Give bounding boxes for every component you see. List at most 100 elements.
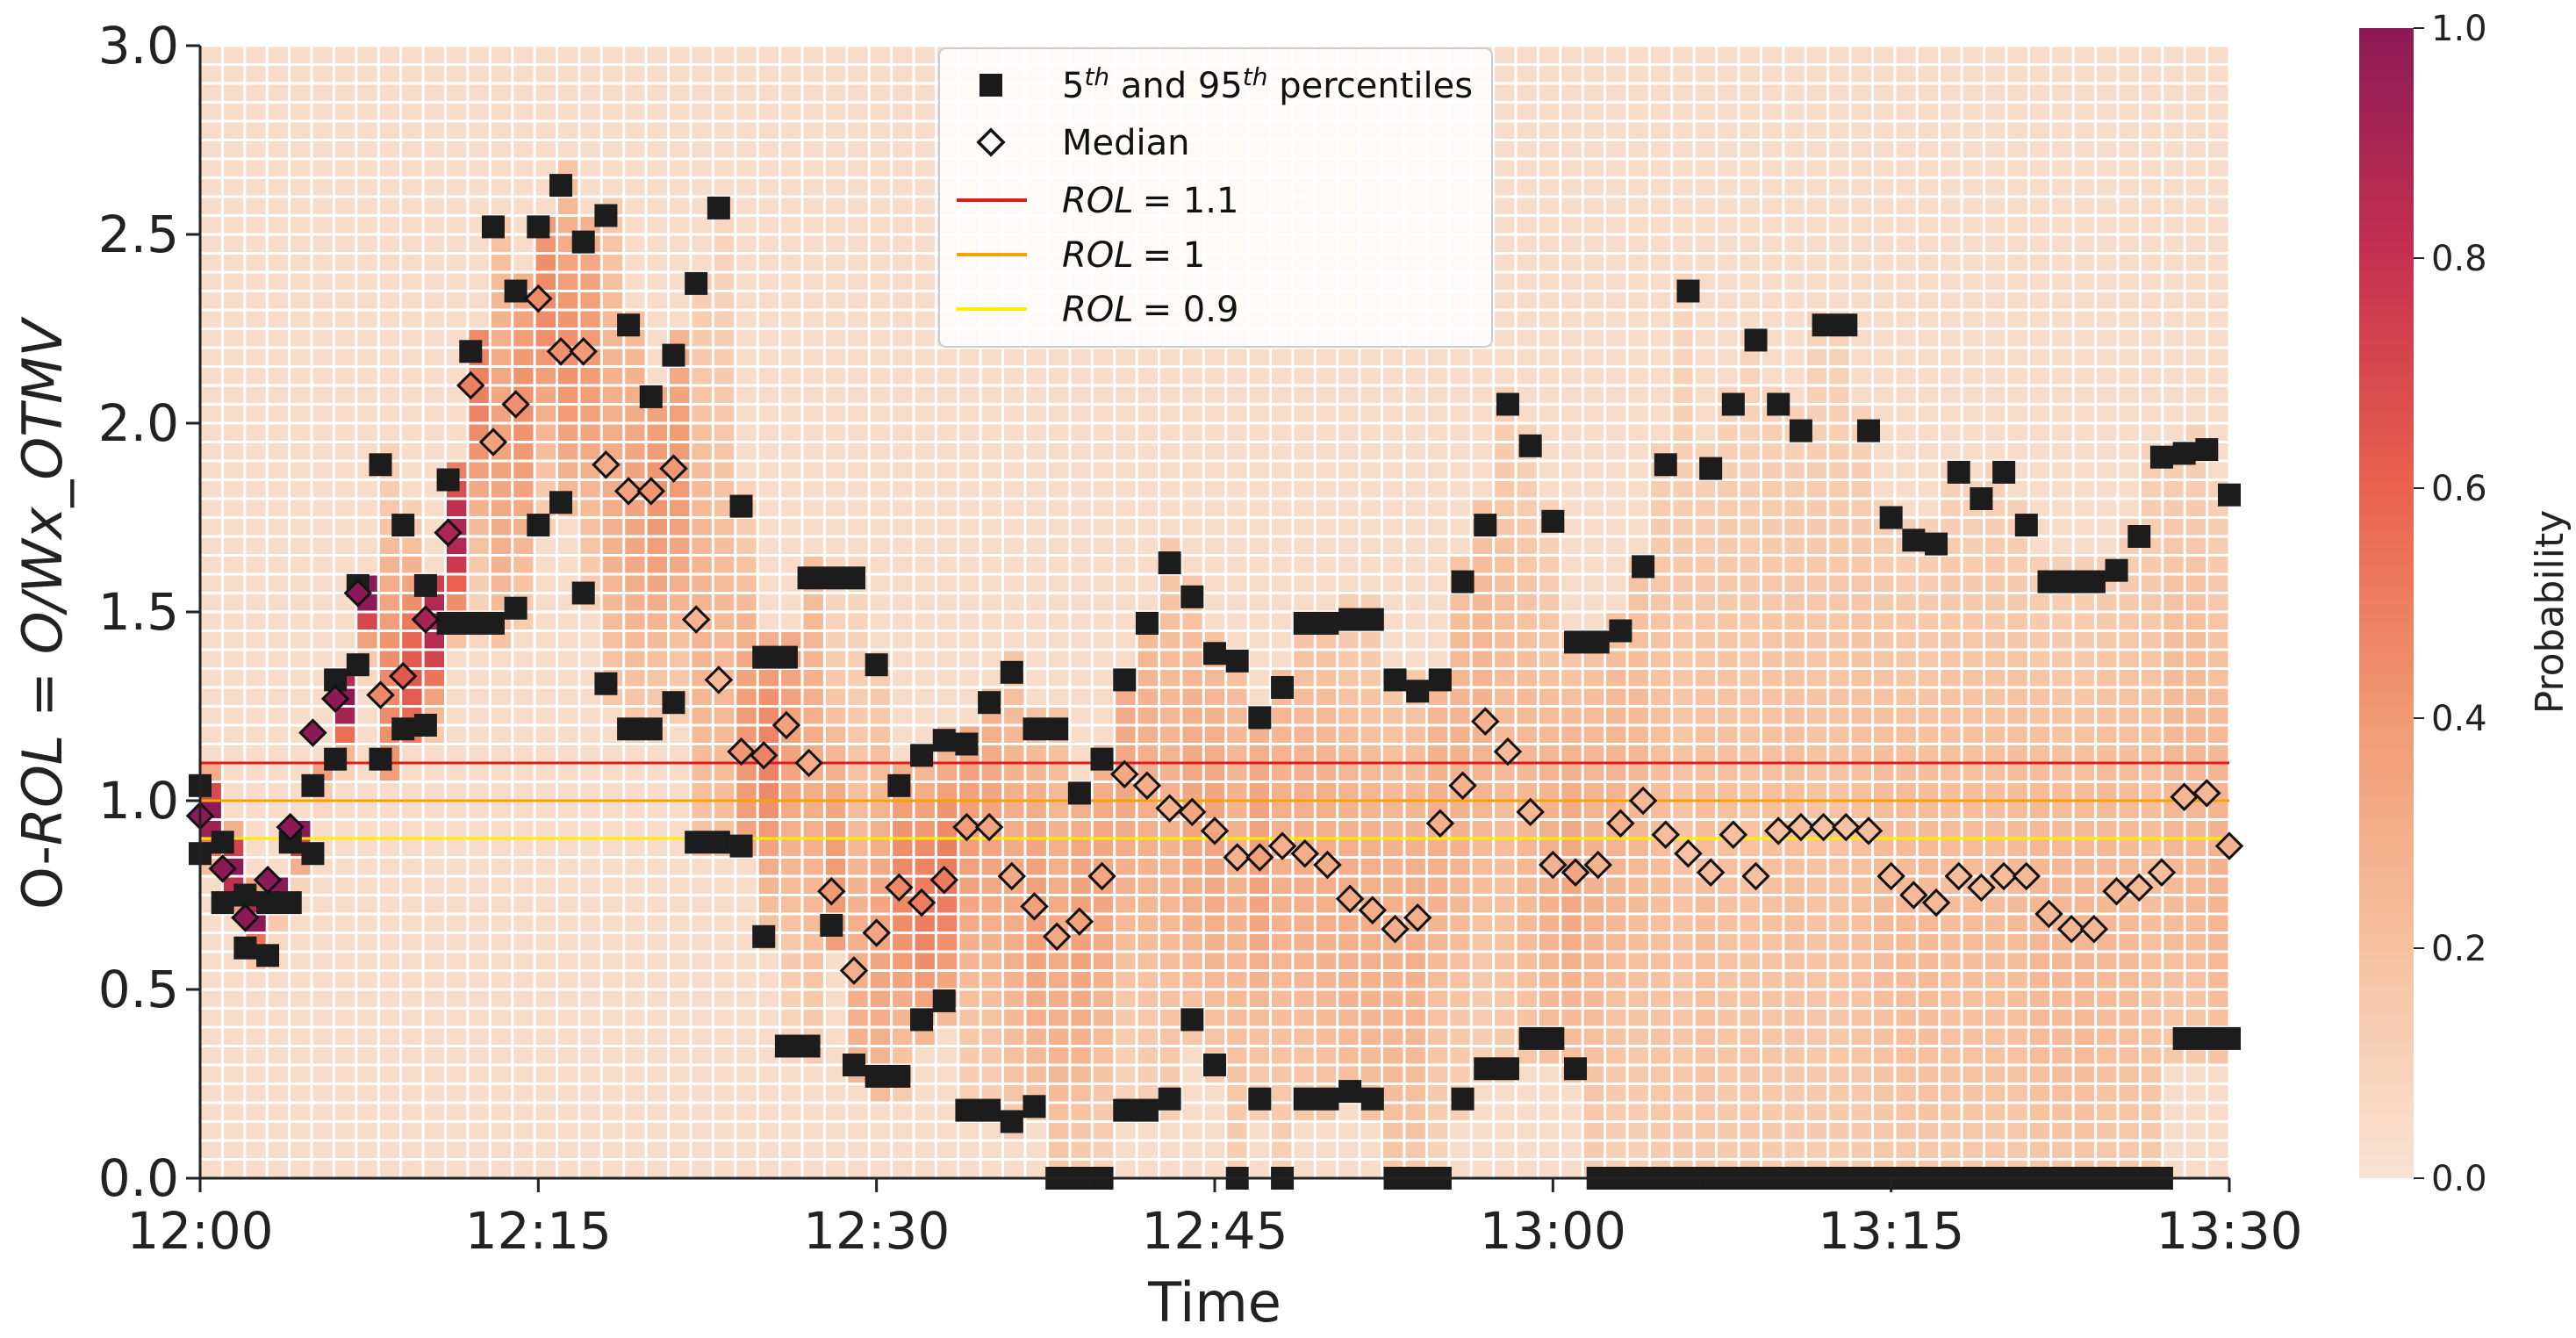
heatmap-cell (513, 462, 534, 478)
heatmap-cell (959, 1066, 979, 1083)
heatmap-cell (1405, 462, 1425, 478)
heatmap-cell (1561, 1028, 1582, 1045)
heatmap-cell (1249, 462, 1269, 478)
heatmap-cell (758, 84, 779, 101)
heatmap-cell (1985, 349, 2006, 365)
heatmap-cell (758, 1066, 779, 1083)
heatmap-cell (1316, 896, 1337, 913)
heatmap-cell (1383, 651, 1403, 667)
heatmap-cell (870, 537, 891, 554)
heatmap-cell (915, 1104, 935, 1120)
heatmap-cell (1272, 990, 1292, 1007)
heatmap-cell (1472, 915, 1493, 932)
heatmap-cell (1539, 802, 1560, 818)
heatmap-cell (1561, 726, 1582, 743)
heatmap-cell (1472, 802, 1493, 818)
heatmap-cell (870, 349, 891, 365)
heatmap-cell (915, 972, 935, 989)
heatmap-cell (2029, 1047, 2050, 1064)
heatmap-cell (1583, 537, 1604, 554)
heatmap-cell (357, 1047, 377, 1064)
heatmap-cell (1427, 877, 1448, 894)
heatmap-cell (915, 217, 935, 234)
heatmap-cell (2029, 972, 2050, 989)
heatmap-cell (402, 877, 422, 894)
heatmap-cell (1628, 406, 1648, 422)
heatmap-cell (1160, 1028, 1180, 1045)
heatmap-cell (1472, 500, 1493, 516)
heatmap-cell (1762, 972, 1783, 989)
heatmap-cell (1628, 47, 1648, 63)
heatmap-cell (803, 708, 823, 724)
heatmap-cell (1851, 764, 1871, 780)
heatmap-cell (848, 537, 868, 554)
heatmap-cell (513, 632, 534, 649)
heatmap-cell (848, 821, 868, 838)
heatmap-cell (959, 1141, 979, 1158)
heatmap-cell (1182, 934, 1202, 951)
heatmap-cell (1941, 632, 1961, 649)
heatmap-cell (558, 802, 578, 818)
heatmap-cell (379, 1123, 400, 1140)
heatmap-cell (1650, 424, 1671, 441)
heatmap-cell (580, 972, 600, 989)
heatmap-cell (1784, 273, 1805, 290)
heatmap-cell (1695, 726, 1716, 743)
heatmap-cell (424, 122, 444, 139)
heatmap-cell (1583, 896, 1604, 913)
heatmap-cell (692, 953, 712, 969)
heatmap-cell (1561, 330, 1582, 347)
heatmap-cell (268, 632, 289, 649)
heatmap-cell (1026, 1028, 1046, 1045)
heatmap-cell (334, 481, 355, 498)
heatmap-cell (981, 953, 1002, 969)
heatmap-cell (513, 1085, 534, 1102)
heatmap-cell (936, 368, 958, 385)
heatmap-cell (447, 122, 467, 139)
heatmap-cell (1874, 802, 1894, 818)
heatmap-cell (1160, 1010, 1180, 1026)
heatmap-cell (647, 1085, 667, 1102)
heatmap-cell (915, 179, 935, 196)
heatmap-cell (469, 406, 489, 422)
heatmap-cell (291, 122, 311, 139)
heatmap-cell (535, 198, 556, 214)
heatmap-cell (513, 160, 534, 176)
heatmap-cell (379, 330, 400, 347)
heatmap-cell (1583, 708, 1604, 724)
heatmap-cell (402, 783, 422, 800)
heatmap-cell (736, 972, 757, 989)
heatmap-cell (334, 1161, 355, 1177)
heatmap-cell (1561, 934, 1582, 951)
heatmap-cell (1740, 84, 1760, 101)
heatmap-cell (1405, 859, 1425, 875)
heatmap-cell (2029, 481, 2050, 498)
heatmap-cell (1829, 745, 1849, 762)
heatmap-cell (1272, 443, 1292, 460)
heatmap-cell (246, 783, 266, 800)
heatmap-cell (1539, 915, 1560, 932)
heatmap-cell (447, 896, 467, 913)
heatmap-cell (1962, 896, 1983, 913)
heatmap-cell (1606, 594, 1626, 611)
heatmap-cell (1583, 613, 1604, 629)
heatmap-cell (379, 1141, 400, 1158)
heatmap-cell (1784, 1028, 1805, 1045)
heatmap-cell (893, 726, 913, 743)
heatmap-cell (1583, 217, 1604, 234)
heatmap-cell (714, 519, 735, 536)
heatmap-cell (513, 859, 534, 875)
heatmap-cell (1673, 122, 1693, 139)
heatmap-cell (625, 1028, 645, 1045)
heatmap-cell (1316, 594, 1337, 611)
heatmap-cell (246, 1085, 266, 1102)
heatmap-cell (803, 47, 823, 63)
heatmap-cell (936, 821, 958, 838)
heatmap-cell (1383, 632, 1403, 649)
heatmap-cell (1650, 84, 1671, 101)
heatmap-cell (1606, 1104, 1626, 1120)
heatmap-cell (1829, 915, 1849, 932)
heatmap-cell (447, 443, 467, 460)
heatmap-cell (981, 500, 1002, 516)
heatmap-cell (1338, 726, 1359, 743)
